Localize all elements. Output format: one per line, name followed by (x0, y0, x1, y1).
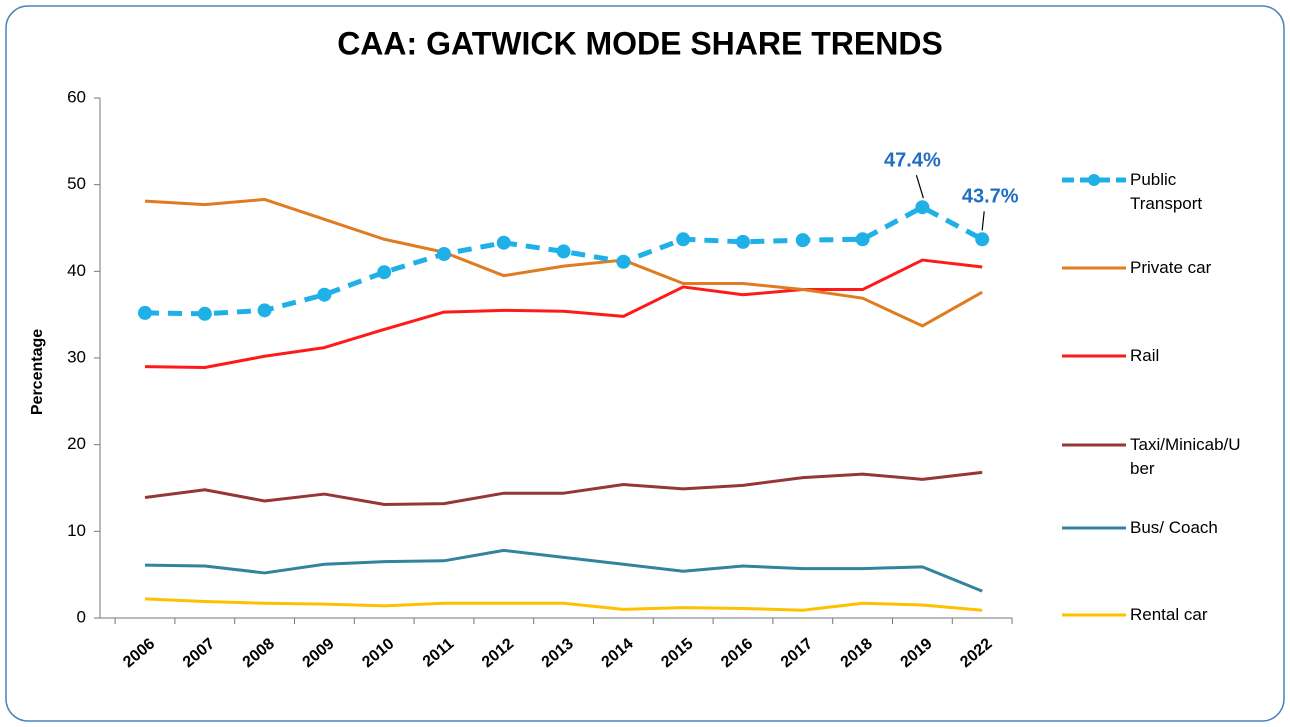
point-marker (437, 247, 451, 261)
label-leader (981, 211, 985, 231)
legend-label: Private car (1130, 258, 1212, 277)
series-line (144, 204, 984, 317)
legend-label: Rental car (1130, 605, 1208, 624)
point-marker (197, 306, 212, 321)
series-line (144, 258, 983, 370)
point-marker (975, 232, 990, 247)
legend-label: Taxi/Minicab/Uber (1130, 435, 1241, 478)
series-line (144, 197, 983, 328)
y-tick-label: 20 (67, 434, 86, 453)
y-axis-label: Percentage (29, 329, 46, 415)
point-marker (496, 235, 511, 250)
point-marker (377, 265, 392, 280)
point-marker (257, 303, 272, 318)
legend-label: Public Transport (1130, 170, 1203, 213)
point-marker (138, 305, 152, 320)
point-marker (915, 200, 930, 215)
y-tick-label: 40 (67, 261, 86, 280)
y-tick-label: 60 (67, 87, 86, 106)
y-tick-label: 10 (67, 521, 86, 540)
series-line (144, 470, 983, 506)
point-marker (795, 233, 810, 248)
chart-border (5, 5, 1285, 722)
series-line (144, 597, 983, 612)
series-line (144, 548, 983, 593)
legend-marker (1088, 174, 1100, 186)
chart-title: CAA: GATWICK MODE SHARE TRENDS (337, 25, 943, 61)
point-marker (855, 232, 870, 247)
y-tick-label: 30 (67, 347, 86, 366)
point-marker (736, 234, 750, 249)
point-marker (556, 244, 571, 259)
legend-label: Rail (1130, 346, 1160, 365)
point-marker (317, 287, 332, 302)
y-tick-label: 0 (77, 607, 86, 626)
point-marker (676, 232, 691, 247)
label-leader (915, 175, 924, 199)
legend-label: Bus/ Coach (1130, 518, 1218, 537)
data-label: 43.7% (962, 186, 1019, 208)
point-marker (616, 254, 631, 269)
data-label: 47.4% (884, 149, 941, 171)
y-tick-label: 50 (67, 174, 86, 193)
